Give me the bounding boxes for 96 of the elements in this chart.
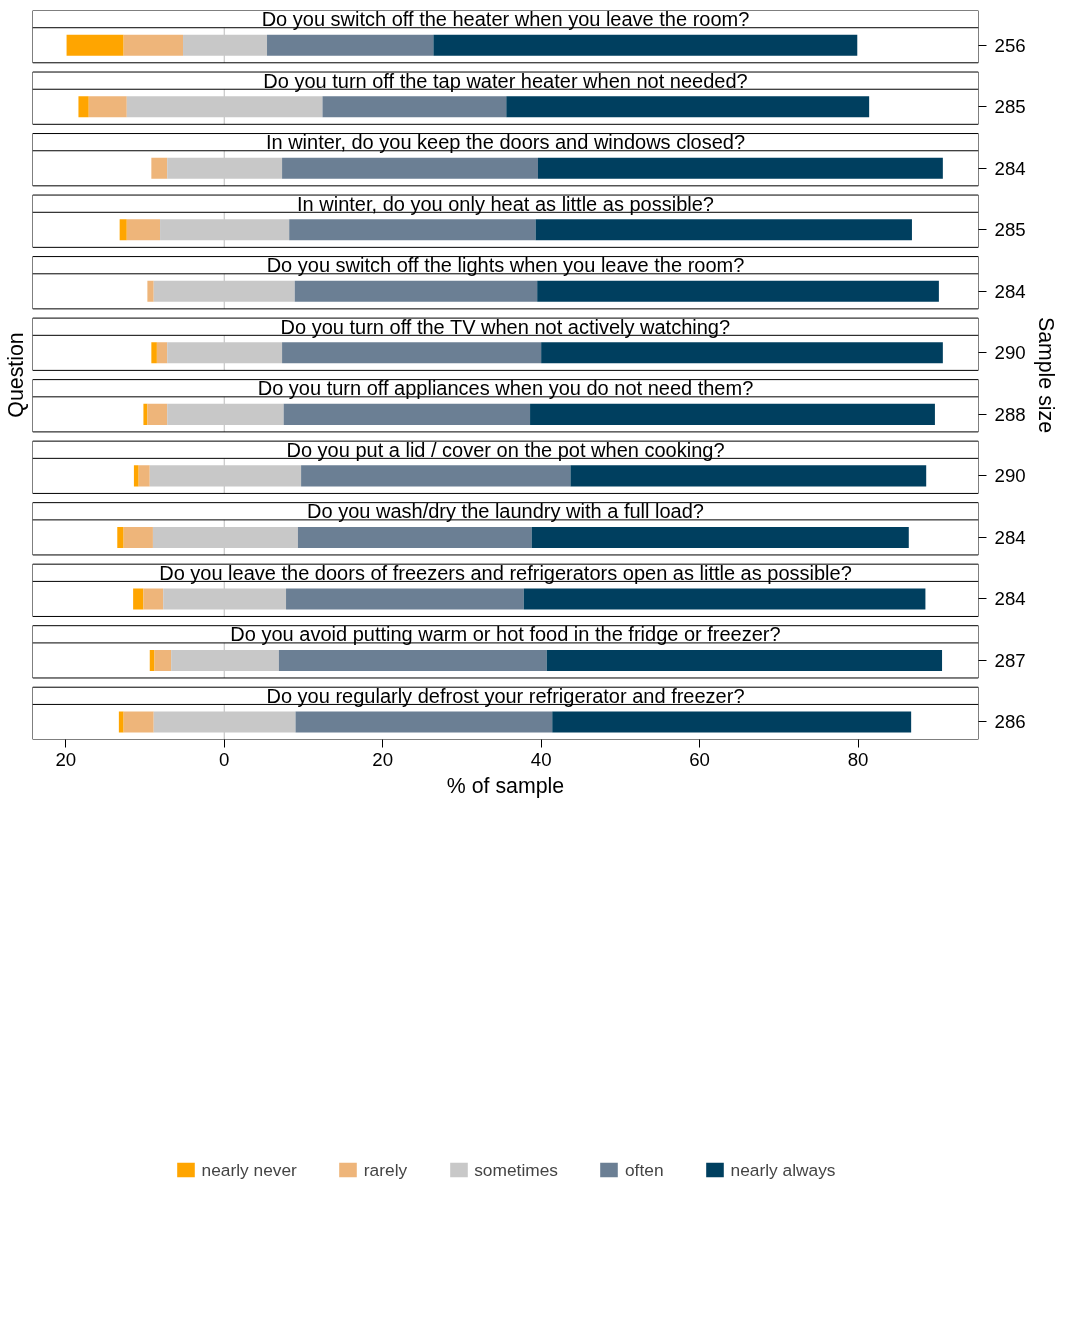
bar	[506, 96, 870, 118]
bar	[147, 403, 168, 425]
bar	[167, 342, 283, 364]
bar	[88, 96, 127, 118]
bar	[152, 526, 298, 548]
x-tick-label: 0	[219, 748, 230, 770]
bar	[523, 588, 926, 610]
bar	[147, 280, 154, 302]
text: 285	[994, 219, 1026, 241]
bar	[123, 711, 154, 733]
bar	[123, 526, 153, 548]
x-tick-label: 20	[55, 748, 77, 770]
bar	[118, 711, 124, 733]
y-tick-label: Do you put a lid / cover on the pot when cooking?	[286, 438, 725, 461]
y-tick-label: Do you leave the doors of freezers and refrigerators open as little as possible?	[159, 561, 852, 584]
y-tick-label: Do you turn off the TV when not actively watching?	[280, 315, 731, 338]
text: 284	[994, 157, 1026, 179]
bar	[552, 711, 912, 733]
bar	[123, 34, 184, 56]
text: 288	[994, 403, 1026, 425]
bar	[133, 588, 144, 610]
legend-label: nearly never	[201, 1159, 297, 1181]
bar	[537, 157, 943, 179]
legend-label: often	[624, 1159, 664, 1181]
bar	[119, 219, 127, 241]
bar	[282, 342, 542, 364]
bar	[149, 465, 302, 487]
y-tick-label: Do you switch off the heater when you leave the room?	[261, 8, 750, 31]
bar	[66, 34, 124, 56]
legend-label: rarely	[363, 1159, 408, 1181]
bar	[295, 711, 553, 733]
bar	[297, 526, 532, 548]
bar	[278, 649, 547, 671]
bar	[282, 157, 538, 179]
bar	[289, 219, 536, 241]
y-tick-label: Do you avoid putting warm or hot food in the fridge or freezer?	[230, 623, 781, 646]
bar	[267, 34, 434, 56]
legend-label: sometimes	[474, 1159, 558, 1181]
bar	[283, 403, 531, 425]
bar	[531, 526, 909, 548]
text: 256	[994, 34, 1026, 56]
text: 284	[994, 526, 1026, 548]
bar	[154, 649, 172, 671]
bar	[138, 465, 150, 487]
text: 284	[994, 280, 1026, 302]
bar	[160, 219, 290, 241]
bar	[149, 649, 155, 671]
bar	[183, 34, 268, 56]
bar	[322, 96, 507, 118]
y-tick-label: Do you wash/dry the laundry with a full load?	[307, 500, 704, 523]
bar	[117, 526, 124, 548]
bar	[171, 649, 279, 671]
x-tick-label: 60	[689, 748, 710, 770]
bar	[294, 280, 538, 302]
bar	[156, 342, 168, 364]
x-tick-label: 80	[847, 748, 869, 770]
bar	[163, 588, 287, 610]
y2-axis-title: Sample size	[1033, 316, 1058, 434]
bar	[546, 649, 943, 671]
y-tick-label: In winter, do you keep the doors and windows closed?	[265, 131, 746, 154]
text: 286	[994, 711, 1026, 733]
x-tick-label: 40	[530, 748, 552, 770]
legend-label: nearly always	[730, 1159, 836, 1181]
bar	[151, 157, 168, 179]
y-tick-label: In winter, do you only heat as little as possible?	[297, 192, 714, 215]
y-tick-label: Do you switch off the lights when you leave the room?	[266, 254, 745, 277]
bar	[286, 588, 524, 610]
bar	[126, 96, 323, 118]
bar	[535, 219, 912, 241]
bar	[143, 403, 148, 425]
bar	[153, 711, 296, 733]
bar	[78, 96, 89, 118]
bar	[167, 157, 283, 179]
bar	[126, 219, 161, 241]
bar	[537, 280, 939, 302]
bar	[541, 342, 943, 364]
bar	[153, 280, 295, 302]
x-axis-title: % of sample	[446, 773, 565, 798]
text: 287	[994, 649, 1026, 671]
text: 290	[994, 465, 1026, 487]
bar	[301, 465, 571, 487]
bar	[151, 342, 157, 364]
bar	[143, 588, 164, 610]
text: 284	[994, 588, 1026, 610]
y-tick-label: Do you turn off appliances when you do not need them?	[257, 377, 754, 400]
x-tick-label: 20	[372, 748, 394, 770]
bar	[530, 403, 935, 425]
bar	[133, 465, 139, 487]
bar	[433, 34, 858, 56]
y-tick-label: Do you turn off the tap water heater when not needed?	[263, 69, 748, 92]
bar	[167, 403, 284, 425]
y-axis-title: Question	[3, 332, 28, 418]
y-tick-label: Do you regularly defrost your refrigerator and freezer?	[266, 684, 745, 707]
text: 290	[994, 342, 1026, 364]
text: 285	[994, 96, 1026, 118]
bar	[570, 465, 927, 487]
